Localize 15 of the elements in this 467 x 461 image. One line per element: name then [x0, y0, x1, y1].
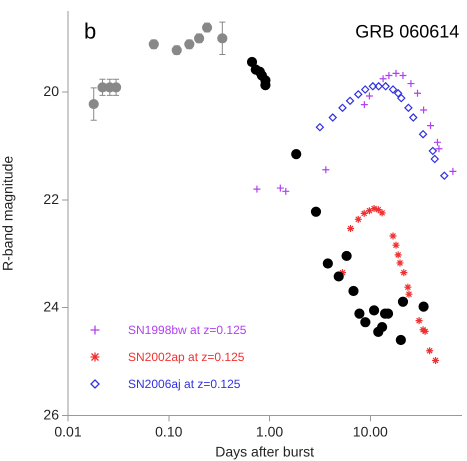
- y-tick-label: 20: [43, 83, 60, 100]
- x-tick-label: 10.00: [352, 424, 388, 440]
- annotation: GRB 060614: [355, 21, 460, 42]
- legend-label: SN2002ap at z=0.125: [128, 350, 244, 364]
- y-tick-label: 26: [43, 406, 60, 422]
- y-axis-title: R-band magnitude: [0, 156, 16, 271]
- annotation: b: [84, 18, 96, 44]
- x-axis-title: Days after burst: [215, 443, 314, 460]
- y-tick-label: 22: [43, 190, 60, 207]
- y-tick-label: 24: [43, 298, 60, 315]
- x-tick-label: 0.01: [54, 424, 82, 440]
- x-tick-label: 1.00: [256, 424, 284, 440]
- x-tick-label: 0.10: [155, 424, 183, 440]
- text: SN2006aj at z=0.125: [128, 376, 240, 390]
- legend-label: SN1998bw at z=0.125: [128, 322, 246, 336]
